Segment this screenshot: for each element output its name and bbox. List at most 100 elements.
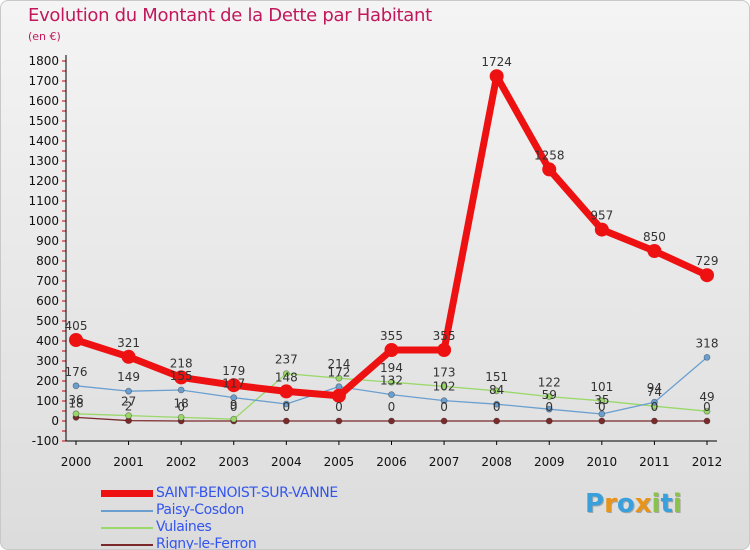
data-point-vulaines (230, 415, 238, 423)
data-point-vulaines (282, 370, 290, 378)
data-label-rigny-le-ferron: 0 (703, 400, 711, 414)
data-point-saint-benoist-sur-vanne (489, 69, 504, 84)
y-tick-label: 0 (51, 414, 59, 428)
data-label-vulaines: 18 (174, 396, 189, 410)
data-label-paisy-cosdon: 59 (542, 388, 557, 402)
data-point-vulaines (177, 413, 185, 421)
data-point-saint-benoist-sur-vanne (279, 384, 294, 399)
data-label-saint-benoist-sur-vanne: 1258 (534, 148, 565, 162)
data-label-rigny-le-ferron: 0 (598, 400, 606, 414)
data-point-vulaines (493, 387, 501, 395)
data-label-paisy-cosdon: 149 (117, 370, 140, 384)
data-label-saint-benoist-sur-vanne: 405 (65, 319, 88, 333)
chart-axes: -100010020030040050060070080090010001100… (28, 54, 722, 469)
data-label-vulaines: 9 (230, 398, 238, 412)
data-point-paisy-cosdon (282, 400, 290, 408)
data-point-saint-benoist-sur-vanne (69, 333, 83, 347)
y-tick-label: 1800 (28, 54, 59, 68)
data-point-rigny-le-ferron (598, 417, 606, 425)
data-label-paisy-cosdon: 176 (65, 365, 88, 379)
data-label-paisy-cosdon: 35 (594, 393, 609, 407)
data-point-saint-benoist-sur-vanne (542, 162, 557, 177)
x-tick-label: 2011 (639, 455, 670, 469)
data-point-vulaines (440, 382, 448, 390)
x-tick-label: 2005 (324, 455, 355, 469)
logo-letter: o (616, 489, 635, 519)
y-tick-label: 400 (36, 334, 59, 348)
data-point-vulaines (598, 397, 606, 405)
legend-swatch-paisy-cosdon (101, 510, 153, 512)
y-tick-label: 500 (36, 314, 59, 328)
data-point-saint-benoist-sur-vanne (594, 222, 609, 237)
x-tick-label: 2009 (534, 455, 565, 469)
data-label-saint-benoist-sur-vanne: 218 (170, 356, 193, 370)
logo-letter: t (660, 489, 673, 519)
y-tick-label: 1600 (28, 94, 59, 108)
data-point-paisy-cosdon (651, 398, 658, 406)
data-point-paisy-cosdon (493, 400, 501, 408)
y-tick-label: 200 (36, 374, 59, 388)
data-label-vulaines: 49 (699, 390, 714, 404)
chart-subtitle: (en €) (28, 30, 61, 43)
x-tick-label: 2003 (218, 455, 249, 469)
data-point-saint-benoist-sur-vanne (226, 378, 241, 393)
data-point-paisy-cosdon (177, 386, 185, 394)
data-label-rigny-le-ferron: 0 (440, 400, 448, 414)
legend-swatch-saint-benoist (101, 490, 153, 497)
data-label-rigny-le-ferron: 0 (335, 400, 343, 414)
x-tick-label: 2001 (113, 455, 144, 469)
logo-letter: x (634, 489, 652, 519)
data-label-saint-benoist-sur-vanne: 179 (222, 364, 245, 378)
data-point-saint-benoist-sur-vanne (437, 343, 452, 357)
proxiti-logo: Proxiti (585, 489, 682, 519)
logo-letter: r (604, 489, 617, 519)
x-tick-label: 2007 (429, 455, 460, 469)
data-label-paisy-cosdon: 117 (222, 377, 245, 391)
y-tick-label: 1500 (28, 114, 59, 128)
data-point-paisy-cosdon (230, 394, 238, 402)
data-point-saint-benoist-sur-vanne (384, 343, 399, 357)
data-label-saint-benoist-sur-vanne: 729 (696, 254, 719, 268)
logo-letter: P (585, 489, 605, 519)
data-label-vulaines: 194 (380, 361, 403, 375)
data-label-saint-benoist-sur-vanne: 355 (380, 329, 403, 343)
data-point-vulaines (335, 374, 343, 382)
y-tick-label: 300 (36, 354, 59, 368)
data-label-saint-benoist-sur-vanne: 850 (643, 230, 666, 244)
data-point-rigny-le-ferron (282, 417, 290, 425)
y-tick-label: 900 (36, 234, 59, 248)
data-point-vulaines (703, 407, 711, 415)
data-label-vulaines: 36 (68, 393, 83, 407)
data-label-rigny-le-ferron: 18 (68, 396, 83, 410)
data-label-vulaines: 122 (538, 376, 561, 390)
data-label-paisy-cosdon: 155 (170, 369, 193, 383)
series-layer (69, 69, 714, 425)
data-label-saint-benoist-sur-vanne: 1724 (481, 55, 512, 69)
data-label-vulaines: 237 (275, 353, 298, 367)
x-tick-label: 2002 (166, 455, 197, 469)
data-label-paisy-cosdon: 84 (489, 383, 504, 397)
x-tick-label: 2006 (376, 455, 407, 469)
data-label-paisy-cosdon: 172 (327, 366, 350, 380)
data-label-rigny-le-ferron: 2 (125, 400, 133, 414)
data-label-rigny-le-ferron: 0 (388, 400, 396, 414)
data-label-rigny-le-ferron: 0 (545, 400, 553, 414)
data-point-paisy-cosdon (125, 387, 132, 395)
data-label-vulaines: 151 (485, 370, 508, 384)
y-tick-label: 1200 (28, 174, 59, 188)
data-point-rigny-le-ferron (440, 417, 448, 425)
x-tick-label: 2012 (692, 455, 723, 469)
data-label-rigny-le-ferron: 0 (493, 400, 501, 414)
data-point-saint-benoist-sur-vanne (331, 388, 346, 403)
data-point-rigny-le-ferron (335, 417, 343, 425)
y-tick-label: 1700 (28, 74, 59, 88)
y-tick-label: 100 (36, 394, 59, 408)
data-point-rigny-le-ferron (388, 417, 395, 425)
data-label-paisy-cosdon: 102 (433, 380, 456, 394)
data-label-paisy-cosdon: 318 (696, 336, 719, 350)
legend-label-saint-benoist: SAINT-BENOIST-SUR-VANNE (156, 485, 338, 501)
data-point-paisy-cosdon (335, 383, 343, 391)
y-tick-label: 800 (36, 254, 59, 268)
